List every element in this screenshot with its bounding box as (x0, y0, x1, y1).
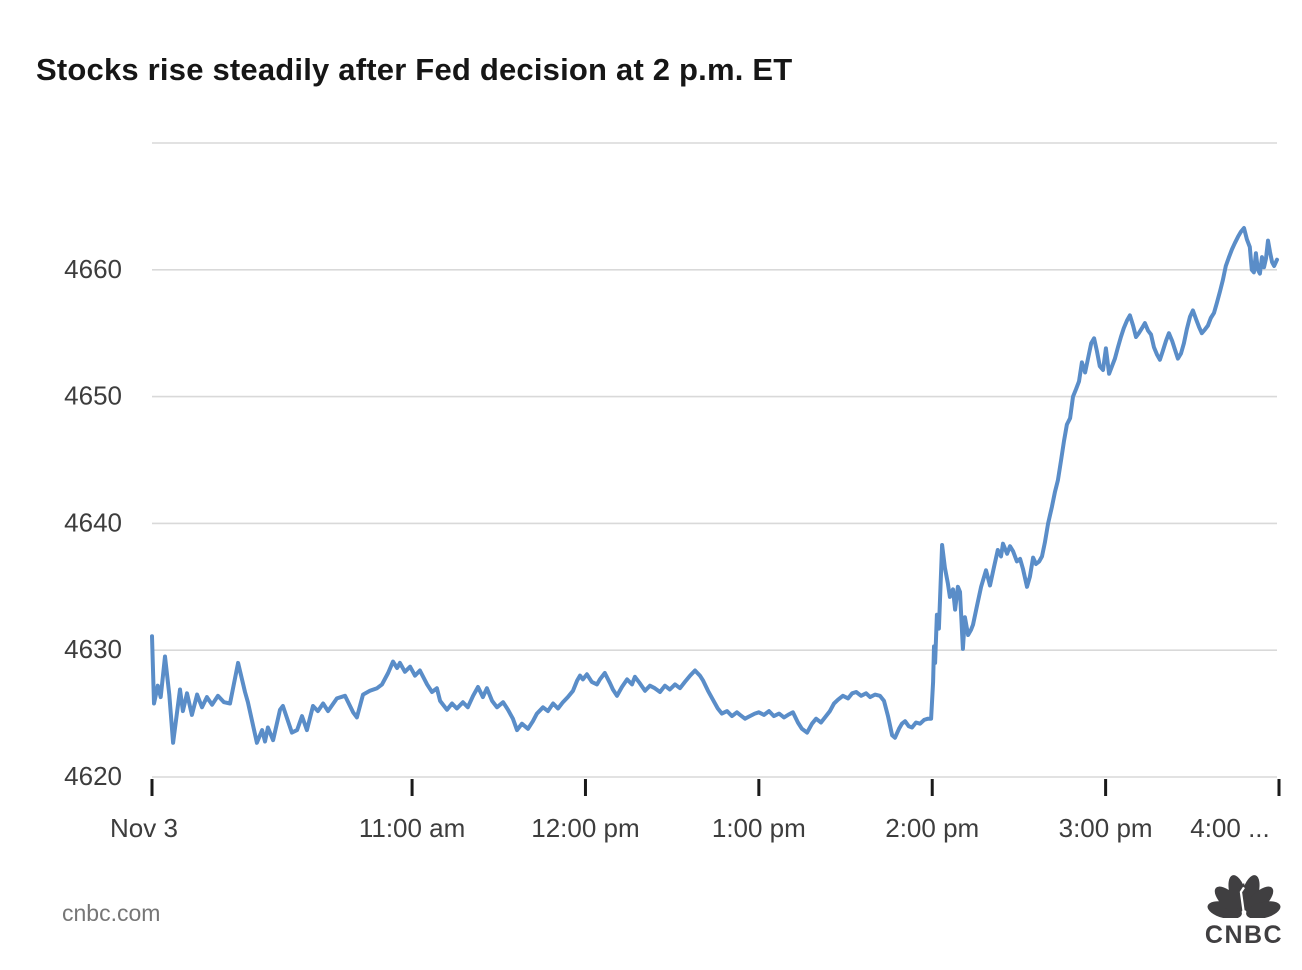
price-line (150, 226, 1279, 745)
cnbc-logo: CNBC (1198, 866, 1290, 950)
y-tick-label: 4630 (64, 634, 122, 664)
x-tick-label: 2:00 pm (885, 813, 979, 843)
x-tick-label: 3:00 pm (1059, 813, 1153, 843)
x-tick-label: 4:00 ... (1190, 813, 1270, 843)
y-tick-label: 4660 (64, 254, 122, 284)
x-tick-label: 11:00 am (359, 813, 465, 843)
x-tick-label: Nov 3 (110, 813, 178, 843)
cnbc-peacock-icon (1207, 875, 1281, 920)
x-tick-label: 1:00 pm (712, 813, 806, 843)
chart-title: Stocks rise steadily after Fed decision … (36, 52, 793, 87)
x-tick-label: 12:00 pm (531, 813, 639, 843)
source-credit: cnbc.com (62, 900, 161, 926)
cnbc-wordmark: CNBC (1204, 921, 1284, 949)
y-tick-label: 4650 (64, 381, 122, 411)
y-tick-label: 4620 (64, 761, 122, 791)
y-tick-label: 4640 (64, 507, 122, 537)
